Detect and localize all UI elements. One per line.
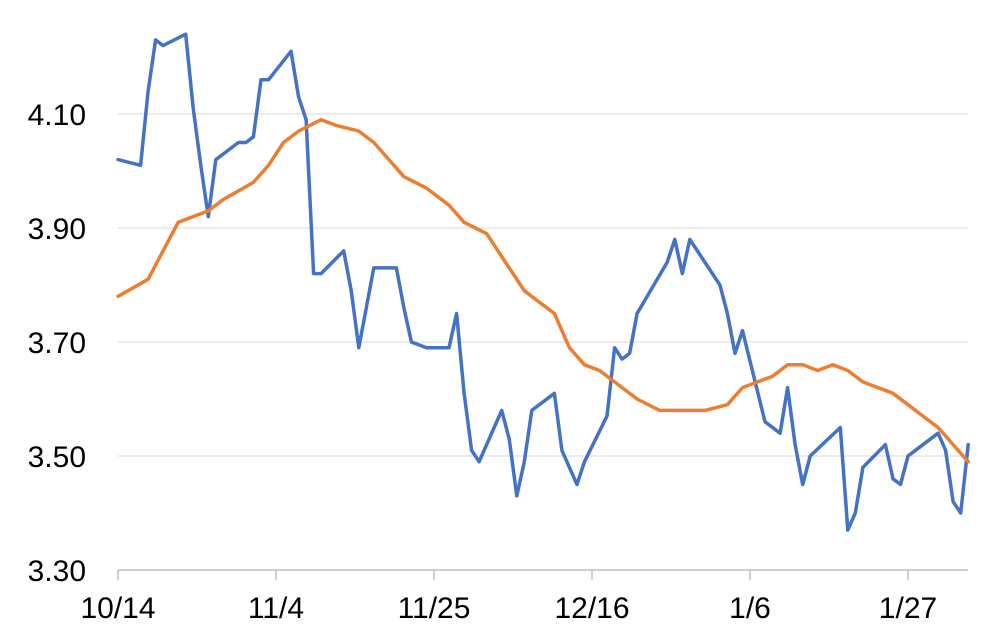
- y-tick-label: 4.10: [28, 99, 86, 132]
- x-tick-label: 11/25: [398, 592, 471, 625]
- x-tick-label: 12/16: [554, 592, 629, 625]
- y-axis-tick-labels: 3.30 3.50 3.70 3.90 4.10: [28, 99, 86, 588]
- x-axis-tick-labels: 10/14 11/4 11/25 12/16 1/6 1/27: [80, 592, 937, 625]
- x-tick-label: 10/14: [80, 592, 155, 625]
- series-line-blue: [116, 32, 970, 532]
- y-tick-label: 3.50: [28, 441, 86, 474]
- y-tick-label: 3.70: [28, 327, 86, 360]
- y-tick-label: 3.90: [28, 213, 86, 246]
- x-tick-label: 1/6: [729, 592, 771, 625]
- y-tick-label: 3.30: [28, 555, 86, 588]
- y-gridlines: [118, 113, 968, 457]
- x-tick-label: 11/4: [248, 592, 304, 625]
- x-axis-ticks: [117, 570, 909, 580]
- x-tick-label: 1/27: [879, 592, 937, 625]
- series-line-orange: [116, 117, 970, 464]
- series-lines: [116, 32, 970, 532]
